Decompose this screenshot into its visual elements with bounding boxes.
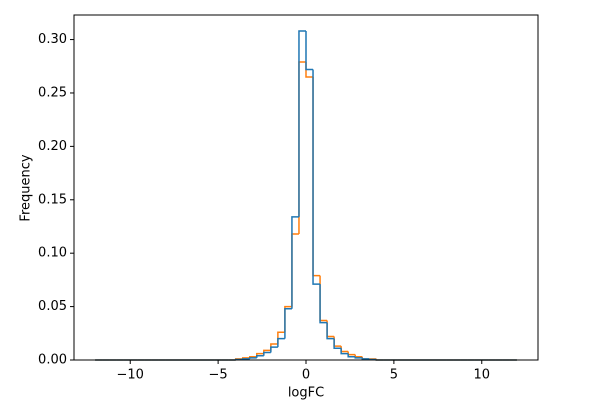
y-tick-label: 0.00 [38,353,67,368]
histogram-step [333,338,342,350]
histogram-step [326,320,335,338]
histogram-step [354,354,363,358]
histogram-step [256,354,264,358]
histogram-step [241,358,250,360]
histogram-step [291,216,299,309]
histogram-step [291,233,299,307]
histogram-step [326,322,335,340]
histogram-step [319,275,328,322]
histogram-step [298,61,306,234]
y-tick-label: 0.20 [38,139,67,154]
histogram-step [368,358,377,361]
y-tick-label: 0.15 [38,192,67,207]
x-axis-label: logFC [288,386,324,401]
histogram-step [361,357,370,360]
histogram-step [347,353,356,358]
histogram-step [305,31,314,71]
histogram-step [312,76,321,277]
x-tick-label: 0 [302,368,310,383]
x-tick-label: −5 [209,368,228,383]
y-tick-label: 0.05 [38,299,67,314]
y-tick-label: 0.30 [38,32,67,47]
histogram-step [270,346,278,353]
histogram-step [347,351,356,356]
histogram-step [284,305,292,333]
histogram-step [319,284,328,324]
histogram-step [312,69,321,285]
x-tick-label: 5 [390,368,398,383]
x-tick-label: −10 [117,368,144,383]
histogram-step [277,337,285,348]
histogram-step [340,346,349,353]
y-tick-label: 0.25 [38,85,67,100]
histogram-step [333,336,342,347]
y-axis-label: Frequency [19,154,34,221]
y-tick-label: 0.10 [38,246,67,261]
histogram-step [284,307,292,339]
x-tick-label: 10 [473,368,490,383]
histogram-step [249,357,257,359]
histogram-step [298,30,306,217]
histogram-step [354,356,363,359]
histogram-step [263,351,271,356]
histogram-step [340,348,349,355]
